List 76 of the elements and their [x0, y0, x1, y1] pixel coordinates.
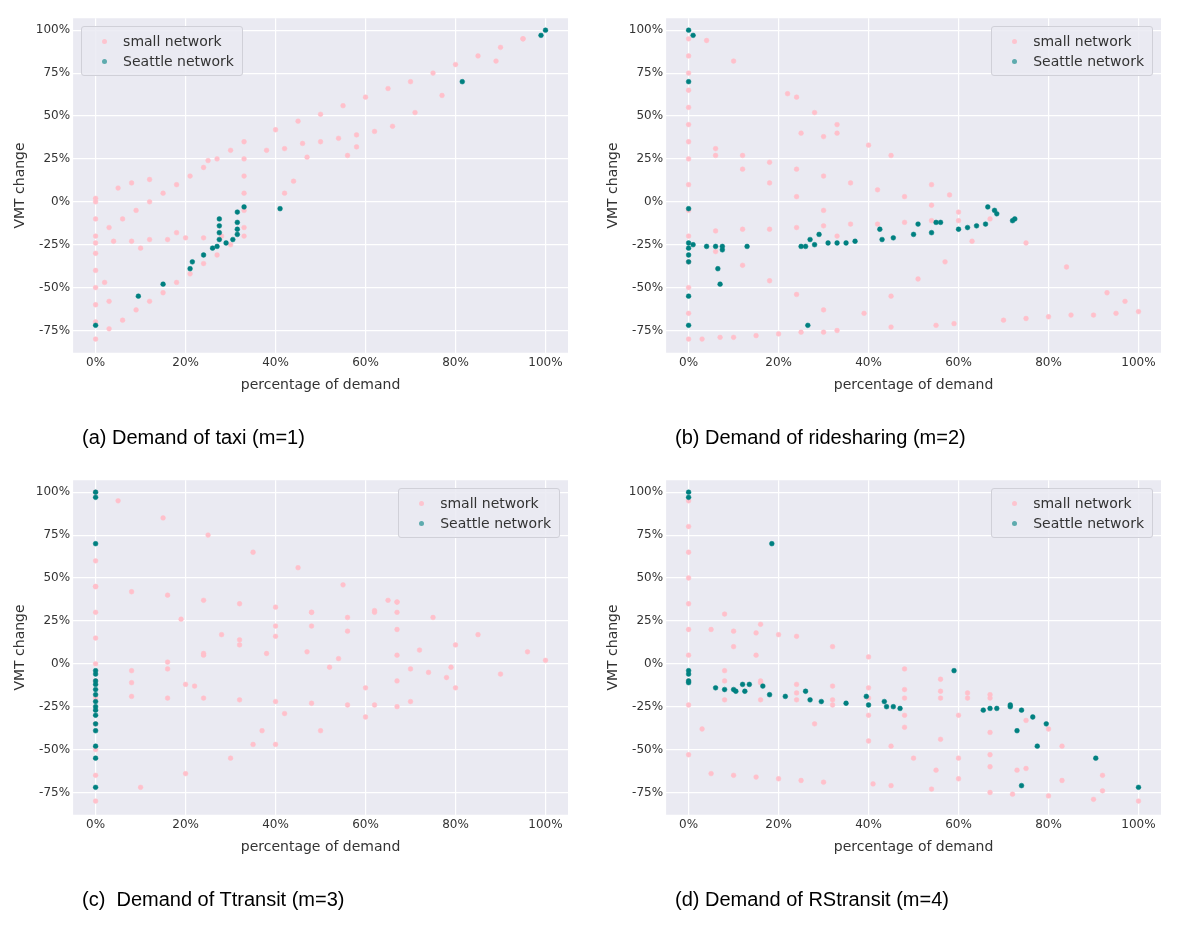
x-tick-label: 0% — [86, 817, 106, 832]
x-tick-label: 40% — [855, 817, 882, 832]
x-tick-label: 0% — [86, 355, 106, 370]
y-tick-label: 50% — [43, 108, 71, 123]
legend-label: Seattle network — [440, 515, 551, 532]
y-tick-label: 50% — [636, 108, 664, 123]
y-axis-title: VMT change — [11, 604, 28, 691]
x-tick-label: 80% — [1035, 817, 1062, 832]
x-tick-label: 100% — [1121, 817, 1156, 832]
y-tick-label: 100% — [35, 484, 71, 499]
legend-label: small network — [440, 495, 539, 512]
x-tick-label: 0% — [679, 817, 699, 832]
x-tick-label: 60% — [945, 355, 972, 370]
y-tick-label: 75% — [43, 65, 71, 80]
y-tick-label: 100% — [628, 22, 664, 37]
x-tick-label: 20% — [172, 355, 199, 370]
x-axis-title: percentage of demand — [240, 376, 401, 393]
legend-label: Seattle network — [1033, 53, 1144, 70]
x-tick-label: 0% — [679, 355, 699, 370]
y-tick-label: -75% — [39, 322, 71, 337]
y-tick-label: -50% — [632, 279, 664, 294]
y-tick-label: 75% — [636, 65, 664, 80]
y-tick-label: 75% — [636, 527, 664, 542]
y-tick-label: 25% — [43, 613, 71, 628]
y-tick-label: -25% — [632, 236, 664, 251]
text: (a) Demand of taxi (m=1) — [82, 426, 305, 449]
y-tick-label: 0% — [644, 193, 664, 208]
x-tick-label: 40% — [262, 355, 289, 370]
y-axis-title: VMT change — [604, 604, 621, 691]
text: (c) Demand of Ttransit (m=3) — [82, 888, 345, 911]
x-tick-label: 40% — [855, 355, 882, 370]
y-axis-title: VMT change — [604, 142, 621, 229]
y-tick-label: -75% — [632, 322, 664, 337]
y-tick-label: -25% — [632, 698, 664, 713]
y-tick-label: -75% — [632, 784, 664, 799]
y-tick-label: 25% — [43, 151, 71, 166]
y-tick-label: 100% — [35, 22, 71, 37]
y-tick-label: 50% — [43, 570, 71, 585]
y-tick-label: -25% — [39, 698, 71, 713]
y-tick-label: -50% — [39, 279, 71, 294]
x-tick-label: 60% — [945, 817, 972, 832]
legend-label: small network — [123, 33, 222, 50]
legend-label: Seattle network — [123, 53, 234, 70]
x-tick-label: 80% — [1035, 355, 1062, 370]
x-axis-title: percentage of demand — [833, 838, 994, 855]
legend-label: Seattle network — [1033, 515, 1144, 532]
text: (b) Demand of ridesharing (m=2) — [675, 426, 966, 449]
y-tick-label: 25% — [636, 613, 664, 628]
y-tick-label: -25% — [39, 236, 71, 251]
y-tick-label: -50% — [39, 741, 71, 756]
x-tick-label: 100% — [528, 355, 563, 370]
legend-label: small network — [1033, 495, 1132, 512]
y-tick-label: 75% — [43, 527, 71, 542]
x-tick-label: 20% — [765, 355, 792, 370]
x-tick-label: 60% — [352, 817, 379, 832]
x-tick-label: 60% — [352, 355, 379, 370]
y-tick-label: 25% — [636, 151, 664, 166]
y-axis-title: VMT change — [11, 142, 28, 229]
x-tick-label: 100% — [1121, 355, 1156, 370]
x-tick-label: 20% — [172, 817, 199, 832]
text: (d) Demand of RStransit (m=4) — [675, 888, 949, 911]
y-tick-label: -50% — [632, 741, 664, 756]
x-tick-label: 20% — [765, 817, 792, 832]
y-tick-label: 100% — [628, 484, 664, 499]
x-axis-title: percentage of demand — [833, 376, 994, 393]
y-tick-label: 0% — [644, 655, 664, 670]
x-tick-label: 40% — [262, 817, 289, 832]
x-tick-label: 80% — [442, 817, 469, 832]
y-tick-label: 0% — [51, 193, 71, 208]
y-tick-label: -75% — [39, 784, 71, 799]
x-axis-title: percentage of demand — [240, 838, 401, 855]
x-tick-label: 80% — [442, 355, 469, 370]
x-tick-label: 100% — [528, 817, 563, 832]
y-tick-label: 50% — [636, 570, 664, 585]
legend-label: small network — [1033, 33, 1132, 50]
y-tick-label: 0% — [51, 655, 71, 670]
